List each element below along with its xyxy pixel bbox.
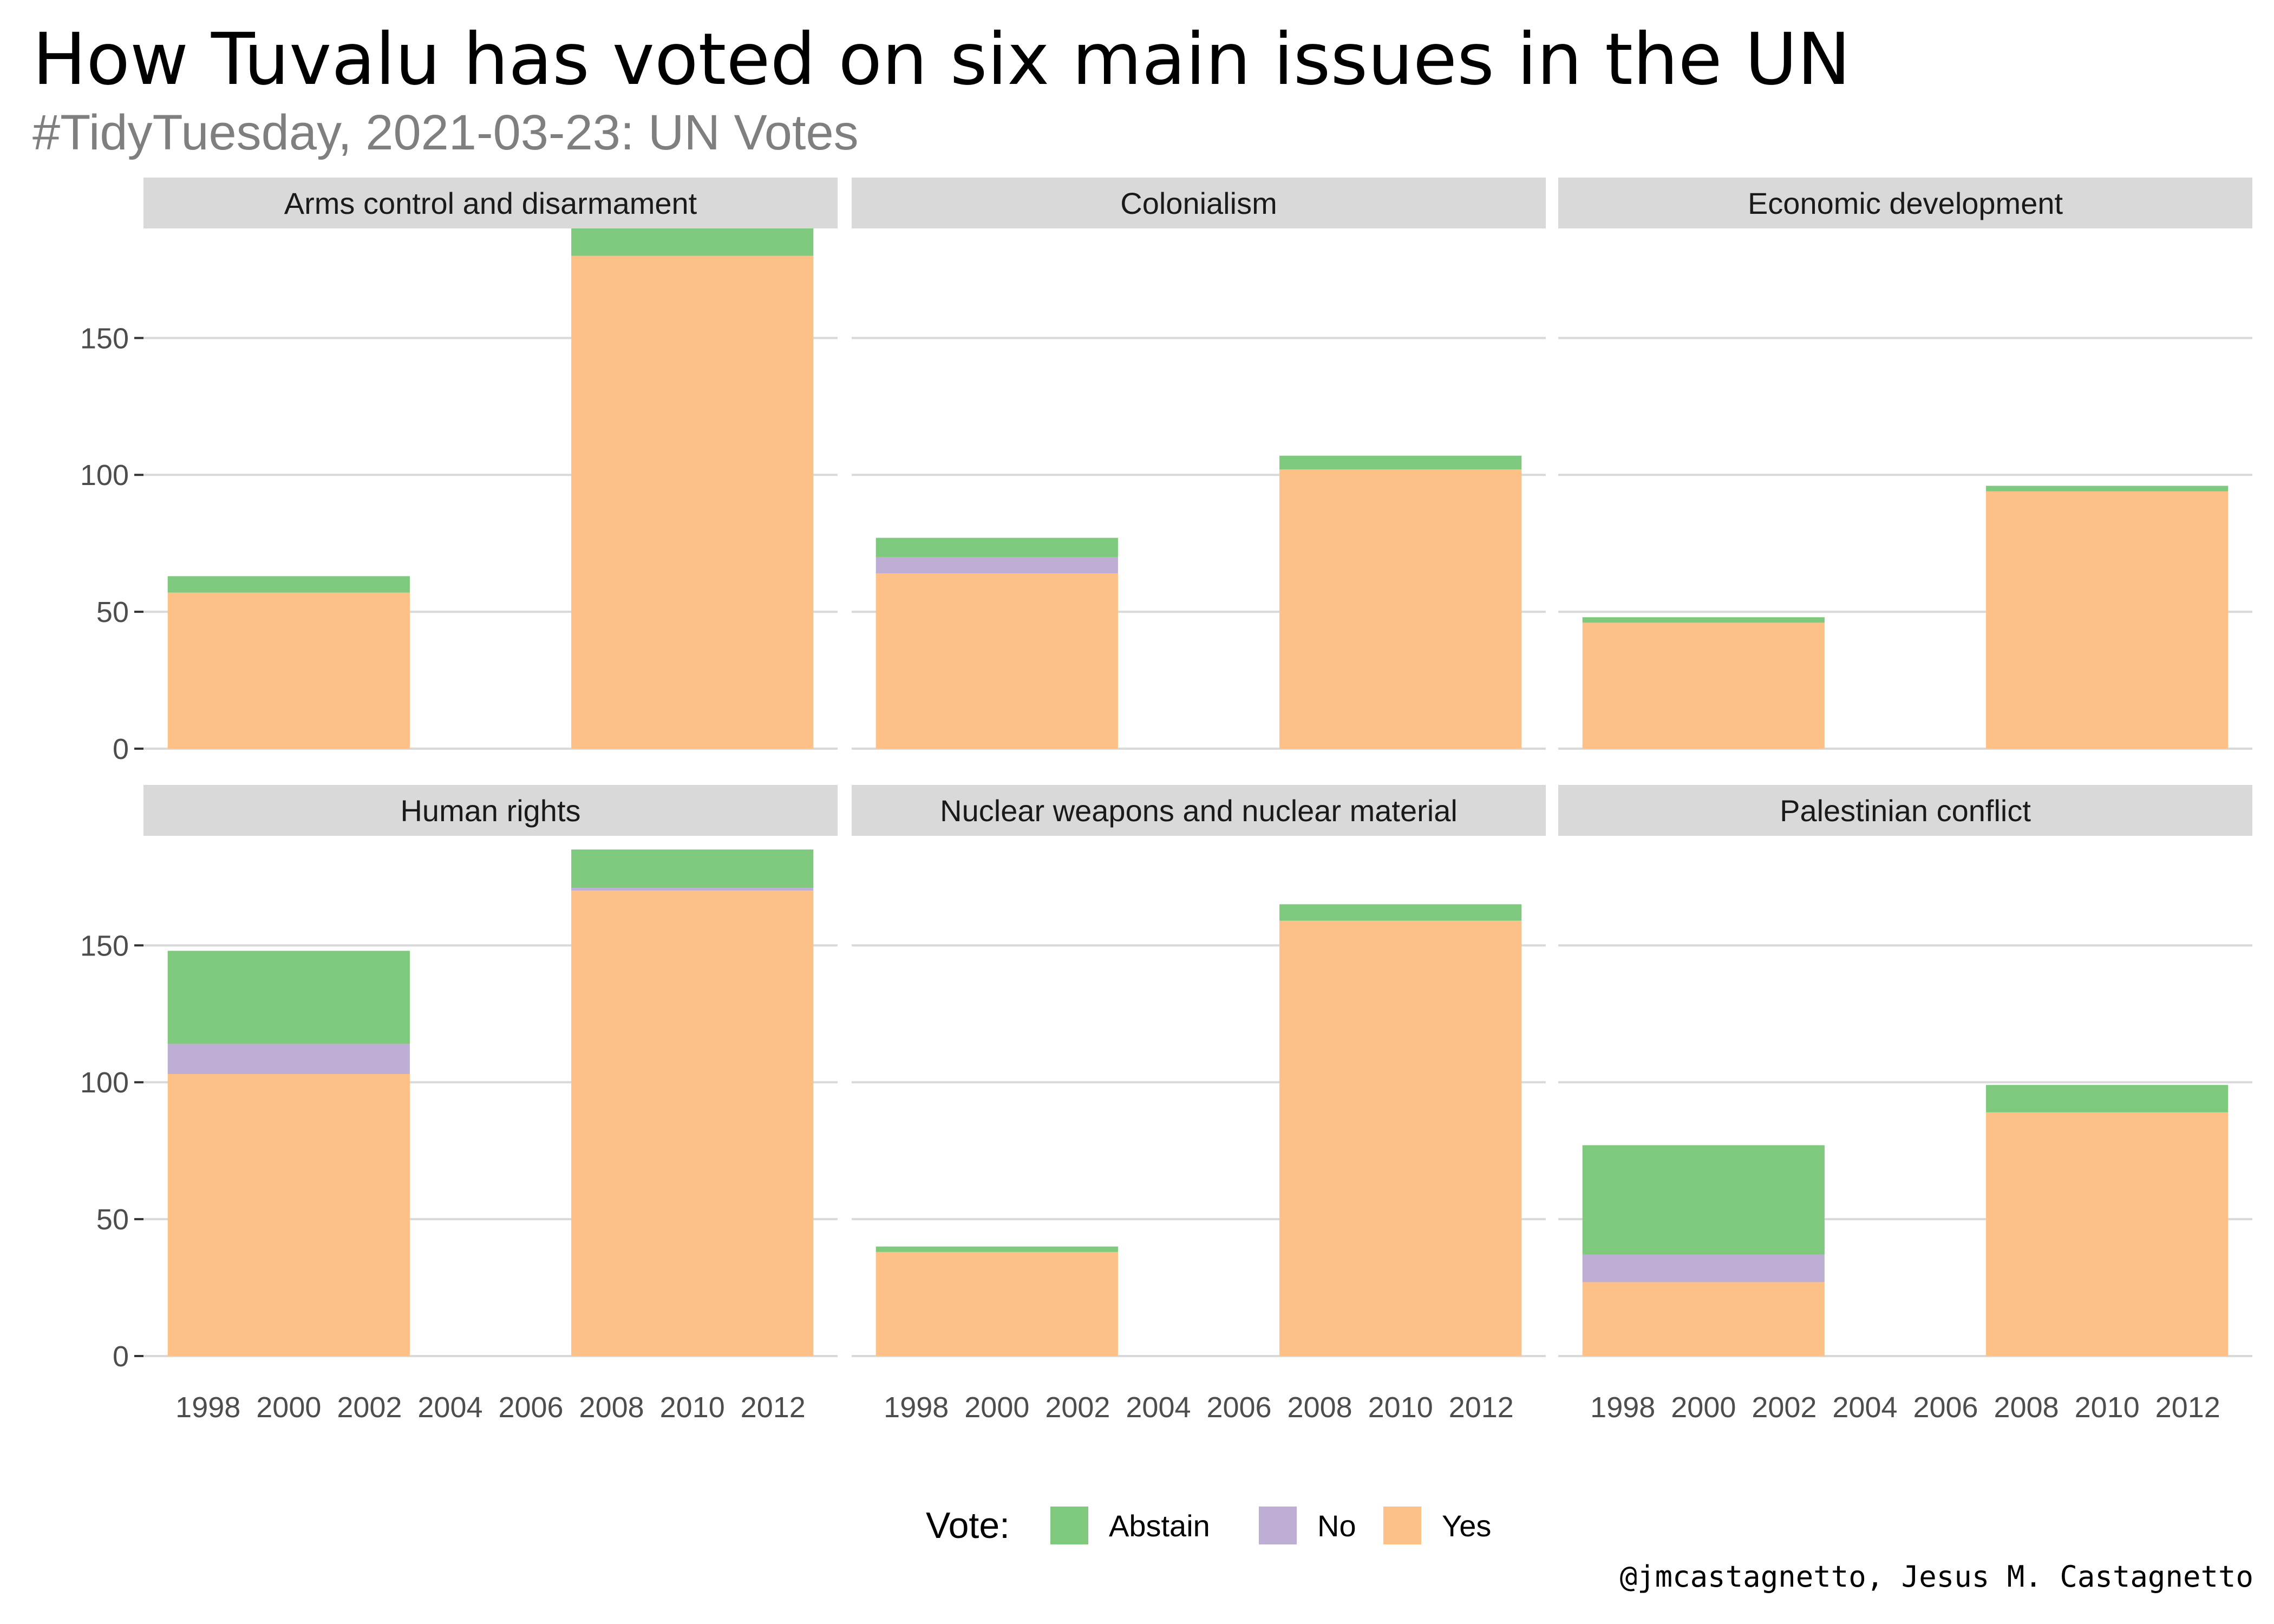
x-tick-label-nuclear-weapons-and-nuclear-material-2002: 2002 xyxy=(1045,1391,1110,1424)
bar-segment-economic-development-2000-abstain xyxy=(1582,617,1825,623)
x-tick-label-palestinian-conflict-2008: 2008 xyxy=(1994,1391,2059,1424)
bar-segment-arms-control-and-disarmament-2000-abstain xyxy=(167,576,410,593)
y-tick-label-150: 150 xyxy=(80,322,129,355)
chart-title: How Tuvalu has voted on six main issues … xyxy=(32,18,1851,101)
bar-segment-human-rights-2010-no xyxy=(571,888,814,891)
y-tick-label-100: 100 xyxy=(80,459,129,492)
facet-label-economic-development: Economic development xyxy=(1748,186,2063,220)
bar-segment-palestinian-conflict-2000-no xyxy=(1582,1254,1825,1282)
y-tick-label-0: 0 xyxy=(113,1340,129,1373)
facet-label-palestinian-conflict: Palestinian conflict xyxy=(1780,794,2031,828)
bar-segment-nuclear-weapons-and-nuclear-material-2010-yes xyxy=(1279,920,1522,1356)
bar-segment-human-rights-2010-abstain xyxy=(571,849,814,888)
legend-label-no: No xyxy=(1317,1509,1356,1543)
x-tick-label-palestinian-conflict-2010: 2010 xyxy=(2075,1391,2140,1424)
x-tick-label-nuclear-weapons-and-nuclear-material-2000: 2000 xyxy=(964,1391,1029,1424)
facet-strip-human-rights xyxy=(143,785,838,836)
x-tick-label-human-rights-2012: 2012 xyxy=(741,1391,806,1424)
bar-segment-colonialism-2000-yes xyxy=(875,573,1118,749)
bar-segment-palestinian-conflict-2010-abstain xyxy=(1986,1085,2229,1112)
legend-swatch-abstain xyxy=(1050,1507,1088,1544)
facet-strip-colonialism xyxy=(852,178,1546,228)
bar-segment-nuclear-weapons-and-nuclear-material-2000-abstain xyxy=(875,1246,1118,1252)
facet-strip-palestinian-conflict xyxy=(1558,785,2252,836)
y-tick-label-0: 0 xyxy=(113,733,129,765)
facet-strip-nuclear-weapons-and-nuclear-material xyxy=(852,785,1546,836)
bar-segment-human-rights-2000-no xyxy=(167,1044,410,1075)
chart-caption: @jmcastagnetto, Jesus M. Castagnetto xyxy=(1619,1560,2253,1594)
facet-label-arms-control-and-disarmament: Arms control and disarmament xyxy=(284,186,697,220)
bar-segment-colonialism-2000-no xyxy=(875,556,1118,574)
chart-subtitle: #TidyTuesday, 2021-03-23: UN Votes xyxy=(32,105,859,160)
bar-segment-economic-development-2000-yes xyxy=(1582,623,1825,749)
bar-segment-colonialism-2010-yes xyxy=(1279,469,1522,749)
bar-segment-economic-development-2010-yes xyxy=(1986,491,2229,749)
facet-label-nuclear-weapons-and-nuclear-material: Nuclear weapons and nuclear material xyxy=(940,794,1458,828)
legend-label-yes: Yes xyxy=(1442,1509,1491,1543)
y-tick-label-100: 100 xyxy=(80,1066,129,1099)
x-tick-label-human-rights-2008: 2008 xyxy=(579,1391,644,1424)
x-tick-label-human-rights-2010: 2010 xyxy=(660,1391,725,1424)
legend-swatch-no xyxy=(1259,1507,1297,1544)
bar-segment-palestinian-conflict-2010-yes xyxy=(1986,1112,2229,1356)
x-tick-label-human-rights-2002: 2002 xyxy=(337,1391,402,1424)
x-tick-label-human-rights-2004: 2004 xyxy=(417,1391,482,1424)
x-tick-label-palestinian-conflict-2006: 2006 xyxy=(1913,1391,1978,1424)
bar-segment-colonialism-2010-abstain xyxy=(1279,455,1522,470)
x-tick-label-palestinian-conflict-1998: 1998 xyxy=(1590,1391,1655,1424)
x-tick-label-nuclear-weapons-and-nuclear-material-2010: 2010 xyxy=(1368,1391,1433,1424)
bar-segment-human-rights-2000-yes xyxy=(167,1074,410,1356)
x-tick-label-palestinian-conflict-2012: 2012 xyxy=(2155,1391,2220,1424)
x-tick-label-human-rights-2000: 2000 xyxy=(256,1391,321,1424)
x-tick-label-nuclear-weapons-and-nuclear-material-2012: 2012 xyxy=(1449,1391,1514,1424)
facet-label-colonialism: Colonialism xyxy=(1120,186,1277,220)
x-tick-label-palestinian-conflict-2004: 2004 xyxy=(1832,1391,1897,1424)
facet-strip-economic-development xyxy=(1558,178,2252,228)
bar-segment-arms-control-and-disarmament-2010-yes xyxy=(571,256,814,749)
bar-segment-human-rights-2010-yes xyxy=(571,890,814,1356)
bar-segment-arms-control-and-disarmament-2000-yes xyxy=(167,592,410,749)
legend-title: Vote: xyxy=(926,1505,1010,1546)
bar-segment-human-rights-2000-abstain xyxy=(167,951,410,1044)
x-tick-label-palestinian-conflict-2000: 2000 xyxy=(1671,1391,1736,1424)
bar-segment-nuclear-weapons-and-nuclear-material-2010-abstain xyxy=(1279,904,1522,921)
bar-segment-economic-development-2010-abstain xyxy=(1986,486,2229,492)
x-tick-label-human-rights-1998: 1998 xyxy=(175,1391,240,1424)
legend-label-abstain: Abstain xyxy=(1109,1509,1210,1543)
bar-segment-palestinian-conflict-2000-abstain xyxy=(1582,1145,1825,1255)
facet-strip-arms-control-and-disarmament xyxy=(143,178,838,228)
bar-segment-palestinian-conflict-2000-yes xyxy=(1582,1282,1825,1356)
facet-label-human-rights: Human rights xyxy=(400,794,580,828)
x-tick-label-palestinian-conflict-2002: 2002 xyxy=(1752,1391,1816,1424)
x-tick-label-nuclear-weapons-and-nuclear-material-2004: 2004 xyxy=(1126,1391,1191,1424)
y-tick-label-50: 50 xyxy=(96,1203,129,1236)
x-tick-label-nuclear-weapons-and-nuclear-material-2006: 2006 xyxy=(1206,1391,1271,1424)
bar-segment-colonialism-2000-abstain xyxy=(875,538,1118,557)
bar-segment-nuclear-weapons-and-nuclear-material-2000-yes xyxy=(875,1252,1118,1356)
y-tick-label-50: 50 xyxy=(96,596,129,628)
legend-swatch-yes xyxy=(1383,1507,1421,1544)
x-tick-label-human-rights-2006: 2006 xyxy=(498,1391,563,1424)
y-tick-label-150: 150 xyxy=(80,929,129,962)
x-tick-label-nuclear-weapons-and-nuclear-material-2008: 2008 xyxy=(1288,1391,1352,1424)
x-tick-label-nuclear-weapons-and-nuclear-material-1998: 1998 xyxy=(884,1391,949,1424)
bar-segment-arms-control-and-disarmament-2010-abstain xyxy=(571,228,814,256)
